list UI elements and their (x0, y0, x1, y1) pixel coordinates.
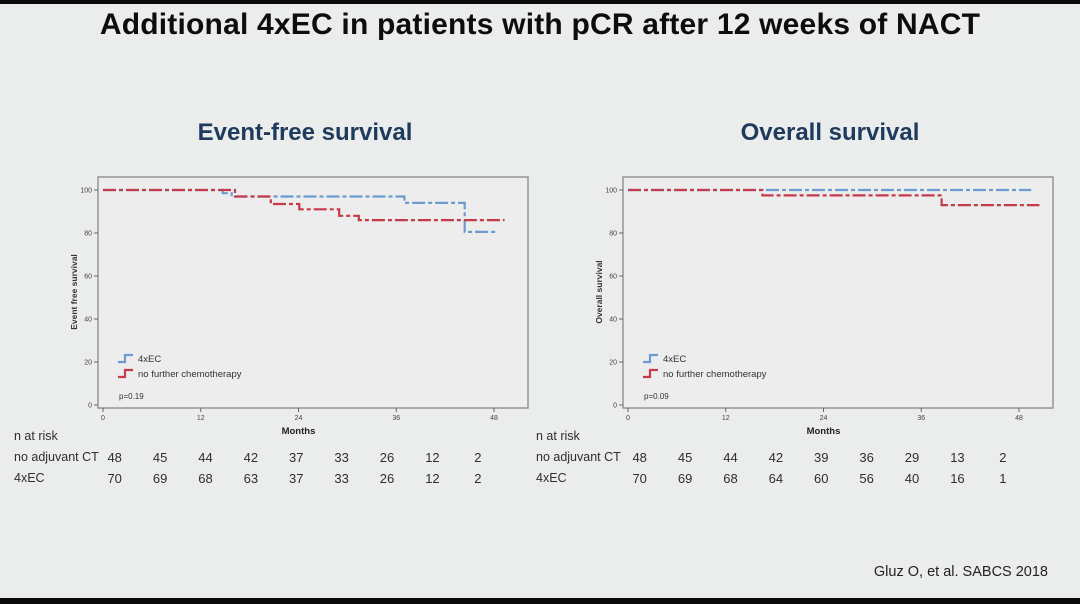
risk-count: 56 (859, 471, 874, 486)
risk-count: 13 (950, 450, 965, 465)
risk-count: 64 (768, 471, 784, 486)
risk-count: 33 (334, 471, 349, 486)
risk-count: 45 (677, 450, 693, 465)
plot-frame (622, 176, 1054, 409)
risk-count: 40 (904, 471, 920, 486)
legend-label: no further chemotherapy (663, 369, 767, 380)
risk-count: 12 (425, 471, 440, 486)
y-tick-label: 80 (609, 231, 617, 238)
x-tick-label: 0 (101, 415, 105, 422)
risk-count: 63 (243, 471, 259, 486)
y-tick-label: 20 (609, 360, 617, 367)
efs-risk-row-label: no adjuvant CT (14, 450, 99, 464)
legend-label: no further chemotherapy (138, 369, 242, 380)
km-plot: 0 12 24 36 48 0 20 40 60 80 100 Event free survival… (69, 176, 529, 437)
km-curve-no-further-chemotherapy (103, 188, 505, 222)
y-tick-label: 40 (84, 317, 92, 324)
risk-count: 2 (474, 471, 482, 486)
x-tick-label: 12 (722, 415, 730, 422)
x-tick-label: 24 (820, 415, 828, 422)
os-risk-row-values: 48 45 44 42 39 36 29 13 2 (617, 450, 1026, 465)
y-tick-label: 60 (84, 274, 92, 281)
risk-count: 36 (859, 450, 874, 465)
risk-count: 70 (632, 471, 647, 486)
x-axis-label: Months (282, 426, 316, 437)
efs-km-chart: 0 12 24 36 48 0 20 40 60 80 100 Event free survival… (65, 163, 545, 455)
os-risk-row-label: no adjuvant CT (536, 450, 621, 464)
risk-count: 12 (425, 450, 440, 465)
risk-count: 48 (107, 450, 122, 465)
y-tick-label: 100 (605, 188, 617, 195)
y-axis-label: Overall survival (594, 260, 604, 323)
efs-risk-row-label: 4xEC (14, 471, 45, 485)
risk-count: 33 (334, 450, 349, 465)
x-tick-label: 48 (1015, 415, 1023, 422)
efs-chart-title: Event-free survival (197, 119, 413, 146)
y-tick-label: 40 (609, 317, 617, 324)
risk-count: 60 (814, 471, 829, 486)
slide-title: Additional 4xEC in patients with pCR aft… (99, 8, 981, 41)
p-value-label: p=0.09 (644, 392, 669, 401)
p-value-label: p=0.19 (119, 392, 144, 401)
risk-count: 39 (814, 450, 829, 465)
risk-count: 1 (999, 471, 1007, 486)
km-plot: 0 12 24 36 48 0 20 40 60 80 100 Overall survival Mon… (594, 176, 1054, 437)
risk-count: 26 (379, 471, 395, 486)
efs-risk-table-header: n at risk (14, 429, 58, 443)
x-tick-label: 36 (917, 415, 925, 422)
risk-count: 70 (107, 471, 122, 486)
efs-risk-row-values: 70 69 68 63 37 33 26 12 2 (92, 471, 501, 486)
x-tick-label: 36 (392, 415, 400, 422)
km-curve-no-further-chemotherapy (628, 188, 1040, 207)
citation: Gluz O, et al. SABCS 2018 (873, 564, 1048, 580)
risk-count: 37 (289, 471, 304, 486)
y-tick-label: 80 (84, 231, 92, 238)
y-tick-label: 0 (88, 403, 92, 410)
risk-count: 16 (950, 471, 965, 486)
risk-count: 45 (152, 450, 168, 465)
legend-swatch-icon (118, 368, 133, 379)
legend-label: 4xEC (663, 354, 686, 365)
x-tick-label: 0 (626, 415, 630, 422)
risk-count: 48 (632, 450, 647, 465)
y-tick-label: 100 (80, 188, 92, 195)
risk-count: 44 (723, 450, 738, 465)
risk-count: 69 (152, 471, 168, 486)
km-curve-4xec (103, 188, 499, 234)
letterbox-top (0, 0, 1080, 4)
os-risk-row-label: 4xEC (536, 471, 567, 485)
os-chart-title: Overall survival (740, 119, 920, 146)
y-tick-label: 0 (613, 403, 617, 410)
risk-count: 42 (243, 450, 259, 465)
y-tick-label: 20 (84, 360, 92, 367)
legend-swatch-icon (118, 353, 133, 364)
os-km-chart: 0 12 24 36 48 0 20 40 60 80 100 Overall survival Mon… (590, 163, 1070, 455)
risk-count: 42 (768, 450, 784, 465)
legend-swatch-icon (643, 368, 658, 379)
plot-frame (97, 176, 529, 409)
risk-count: 68 (198, 471, 213, 486)
risk-count: 26 (379, 450, 395, 465)
risk-count: 68 (723, 471, 738, 486)
x-tick-label: 24 (295, 415, 303, 422)
legend-label: 4xEC (138, 354, 161, 365)
letterbox-bottom (0, 598, 1080, 604)
y-axis-label: Event free survival (69, 254, 79, 330)
risk-count: 69 (677, 471, 693, 486)
risk-count: 2 (474, 450, 482, 465)
os-risk-table-header: n at risk (536, 429, 580, 443)
risk-count: 37 (289, 450, 304, 465)
risk-count: 2 (999, 450, 1007, 465)
x-axis-label: Months (807, 426, 841, 437)
os-risk-row-values: 70 69 68 64 60 56 40 16 1 (617, 471, 1026, 486)
y-tick-label: 60 (609, 274, 617, 281)
risk-count: 29 (904, 450, 920, 465)
x-tick-label: 48 (490, 415, 498, 422)
risk-count: 44 (198, 450, 213, 465)
x-tick-label: 12 (197, 415, 205, 422)
efs-risk-row-values: 48 45 44 42 37 33 26 12 2 (92, 450, 501, 465)
legend-swatch-icon (643, 353, 658, 364)
